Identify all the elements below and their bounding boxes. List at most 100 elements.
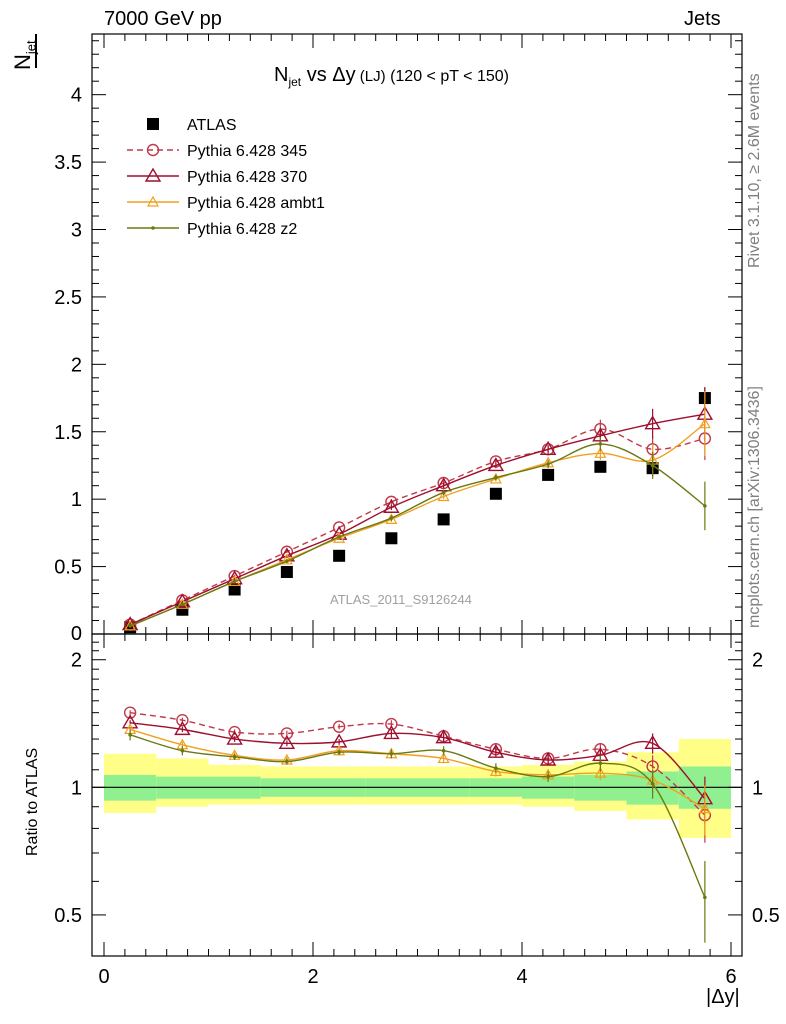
ratio-point-pythia-6-428-z2 xyxy=(441,748,446,753)
data-point-pythia-6-428-370 xyxy=(539,440,557,455)
legend-label-pythia-6-428-370: Pythia 6.428 370 xyxy=(187,169,307,186)
ratio-point-pythia-6-428-370 xyxy=(435,729,452,744)
y-tick-label: 2 xyxy=(71,354,82,376)
ratio-line-pythia-6-428-z2 xyxy=(129,734,706,898)
data-point-atlas xyxy=(228,583,241,596)
ratio-line-pythia-6-428-345 xyxy=(130,711,706,816)
chart-title: Njet vs Δy (LJ) (120 < pT < 150) xyxy=(274,64,509,89)
series-line-pythia-6-428-370 xyxy=(129,413,705,626)
data-point-pythia-6-428-z2 xyxy=(494,475,498,480)
data-point-pythia-6-428-z2 xyxy=(441,490,446,495)
y-axis-title-overline xyxy=(35,34,37,68)
ratio-point-pythia-6-428-345 xyxy=(332,720,346,733)
ratio-point-pythia-6-428-370 xyxy=(383,725,400,740)
ratio-point-pythia-6-428-z2 xyxy=(180,748,185,753)
ratio-point-pythia-6-428-z2 xyxy=(494,766,498,770)
data-point-pythia-6-428-370 xyxy=(487,457,505,472)
ratio-point-pythia-6-428-z2 xyxy=(598,761,603,766)
data-point-atlas xyxy=(280,565,293,578)
ratio-point-pythia-6-428-z2 xyxy=(337,750,341,755)
ratio-point-pythia-6-428-z2 xyxy=(389,751,394,756)
data-point-pythia-6-428-ambt1 xyxy=(594,447,607,458)
ratio-point-pythia-6-428-370 xyxy=(278,734,296,750)
x-tick-label: 2 xyxy=(307,966,318,988)
ratio-point-pythia-6-428-345 xyxy=(176,714,189,727)
ratio-line-pythia-6-428-ambt1 xyxy=(129,728,706,810)
legend-marker-pythia-6-428-370 xyxy=(144,167,162,182)
data-point-pythia-6-428-z2 xyxy=(128,624,132,628)
data-point-pythia-6-428-z2 xyxy=(232,579,237,584)
chart-title-symbol: N xyxy=(274,64,289,86)
y-tick-label: 3 xyxy=(71,220,82,242)
x-tick-label: 4 xyxy=(516,966,527,988)
ratio-y-tick-label-right: 1 xyxy=(752,777,763,799)
chart-title-variable: vs Δy xyxy=(301,64,356,86)
ratio-point-pythia-6-428-ambt1 xyxy=(437,752,450,764)
data-point-atlas xyxy=(594,460,607,473)
ratio-point-pythia-6-428-345 xyxy=(123,706,137,719)
data-point-pythia-6-428-ambt1 xyxy=(698,417,711,429)
data-point-pythia-6-428-370 xyxy=(383,498,400,513)
y-tick-label: 4 xyxy=(71,85,82,107)
analysis-category-label: Jets xyxy=(684,8,721,30)
ratio-point-pythia-6-428-z2 xyxy=(546,774,550,779)
data-point-pythia-6-428-z2 xyxy=(337,535,341,539)
ratio-point-pythia-6-428-z2 xyxy=(703,895,707,900)
legend-label-pythia-6-428-ambt1: Pythia 6.428 ambt1 xyxy=(187,195,325,212)
data-point-pythia-6-428-z2 xyxy=(703,504,707,508)
ratio-y-tick-label: 2 xyxy=(71,650,82,672)
y-tick-label: 0.5 xyxy=(54,557,82,579)
ratio-y-tick-label-right: 2 xyxy=(752,650,763,672)
y-tick-label: 1.5 xyxy=(54,422,82,444)
data-point-pythia-6-428-z2 xyxy=(546,462,550,466)
series-line-pythia-6-428-ambt1 xyxy=(129,423,706,627)
y-tick-label: 0 xyxy=(71,623,82,645)
analysis-watermark: ATLAS_2011_S9126244 xyxy=(330,592,472,607)
data-point-pythia-6-428-370 xyxy=(644,415,661,430)
chart-title-selection: (LJ) xyxy=(355,68,386,85)
ratio-point-pythia-6-428-370 xyxy=(487,743,505,758)
ratio-point-pythia-6-428-ambt1 xyxy=(594,766,607,778)
series-line-pythia-6-428-z2 xyxy=(129,443,706,627)
data-point-pythia-6-428-z2 xyxy=(285,559,289,563)
energy-label: 7000 GeV pp xyxy=(104,8,222,30)
legend-marker-pythia-6-428-ambt1 xyxy=(146,195,160,207)
ratio-y-tick-label: 0.5 xyxy=(54,905,82,927)
x-tick-label: 0 xyxy=(98,966,109,988)
data-point-pythia-6-428-z2 xyxy=(180,602,185,607)
data-point-pythia-6-428-370 xyxy=(226,570,243,585)
data-point-atlas xyxy=(489,487,502,500)
ratio-y-tick-label-right: 0.5 xyxy=(752,905,780,927)
data-point-pythia-6-428-z2 xyxy=(650,463,655,468)
ratio-point-pythia-6-428-370 xyxy=(174,720,191,736)
y-tick-label: 3.5 xyxy=(54,152,82,174)
ratio-point-pythia-6-428-ambt1 xyxy=(698,802,711,814)
chart-title-range: (120 < pT < 150) xyxy=(385,68,509,85)
data-point-pythia-6-428-z2 xyxy=(598,442,603,446)
ratio-point-pythia-6-428-z2 xyxy=(650,781,655,786)
data-point-pythia-6-428-345 xyxy=(280,545,294,558)
legend-marker-atlas xyxy=(147,118,159,130)
data-point-atlas xyxy=(385,532,398,545)
data-point-pythia-6-428-ambt1 xyxy=(437,490,450,502)
ratio-point-pythia-6-428-370 xyxy=(539,751,557,766)
legend-label-atlas: ATLAS xyxy=(187,117,237,134)
legend-label-pythia-6-428-z2: Pythia 6.428 z2 xyxy=(187,221,297,238)
ratio-y-tick-label: 1 xyxy=(71,777,82,799)
legend-marker-pythia-6-428-345 xyxy=(146,143,160,157)
series-line-pythia-6-428-345 xyxy=(129,428,706,626)
data-point-atlas xyxy=(437,513,450,526)
legend-marker-pythia-6-428-z2 xyxy=(151,226,155,230)
x-tick-label: 6 xyxy=(725,966,736,988)
y-tick-label: 1 xyxy=(71,489,82,511)
ratio-point-pythia-6-428-345 xyxy=(280,727,294,740)
ratio-point-pythia-6-428-z2 xyxy=(128,733,132,737)
ratio-point-pythia-6-428-ambt1 xyxy=(489,765,502,777)
ratio-point-pythia-6-428-370 xyxy=(644,734,661,750)
ratio-point-pythia-6-428-370 xyxy=(226,730,243,745)
data-point-atlas xyxy=(542,468,555,481)
data-point-pythia-6-428-z2 xyxy=(389,516,394,520)
x-axis-title: |Δy| xyxy=(706,986,740,1008)
data-point-atlas xyxy=(333,549,346,562)
